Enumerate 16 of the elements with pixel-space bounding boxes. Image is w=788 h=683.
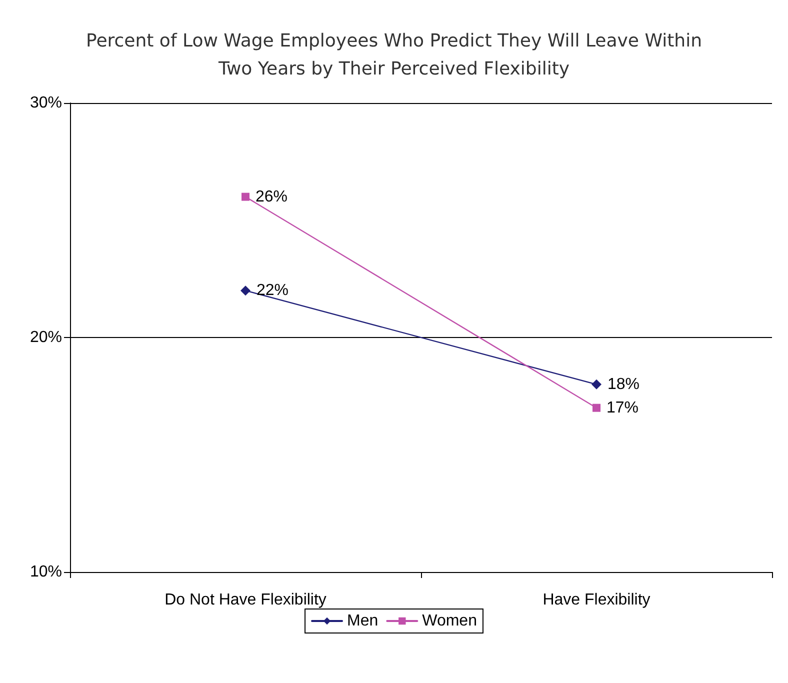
y-tick-label: 10% — [30, 564, 62, 580]
legend-label: Women — [422, 612, 477, 630]
point — [240, 286, 250, 296]
chart-title: Percent of Low Wage Employees Who Predict They Will Leave Within Two Years by Their Perceived Flexibility — [86, 30, 702, 80]
data-label: 17% — [606, 399, 639, 416]
y-tick-label: 30% — [30, 94, 62, 112]
legend-label: Men — [347, 612, 378, 630]
x-tick-label: Do Not Have Flexibility — [164, 592, 326, 608]
data-label: 26% — [256, 188, 288, 206]
data-label: 18% — [608, 376, 640, 393]
y-tick-label: 20% — [30, 329, 62, 346]
point — [592, 404, 600, 412]
data-label: 22% — [256, 282, 289, 300]
x-tick-label: Have Flexibility — [542, 592, 650, 608]
point — [592, 379, 602, 390]
point — [242, 192, 250, 201]
